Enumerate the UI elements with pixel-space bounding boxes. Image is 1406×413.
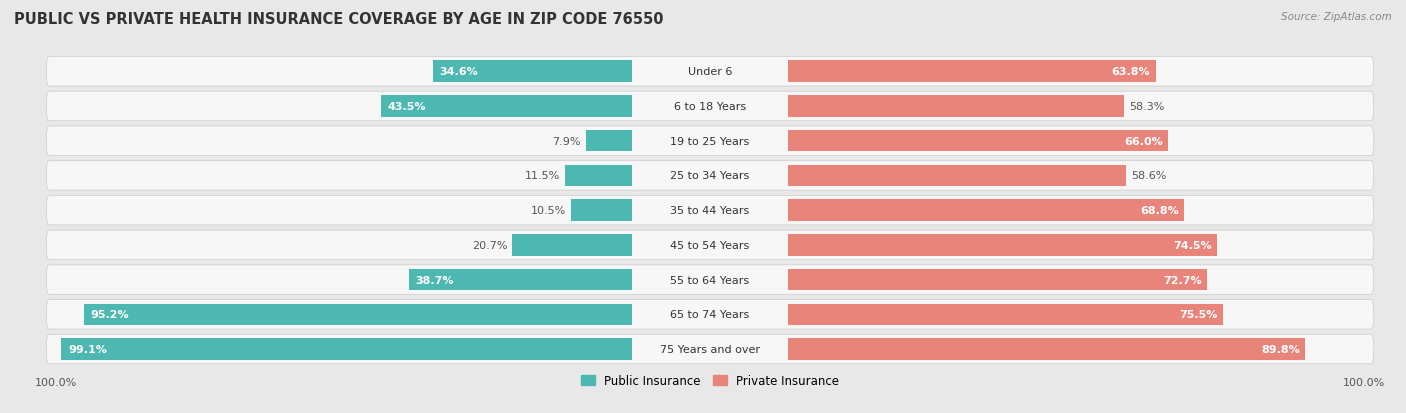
Text: 66.0%: 66.0% xyxy=(1125,136,1163,146)
Bar xyxy=(789,62,1156,83)
Bar xyxy=(586,131,631,152)
Text: 20.7%: 20.7% xyxy=(472,240,508,250)
Text: 6 to 18 Years: 6 to 18 Years xyxy=(673,102,747,112)
Text: 58.3%: 58.3% xyxy=(1129,102,1164,112)
Bar xyxy=(409,269,631,291)
Bar xyxy=(565,165,631,187)
Bar xyxy=(789,165,1126,187)
Bar xyxy=(84,304,631,325)
Bar xyxy=(789,96,1123,117)
Bar xyxy=(62,338,631,360)
Text: 11.5%: 11.5% xyxy=(524,171,560,181)
Text: 89.8%: 89.8% xyxy=(1261,344,1301,354)
FancyBboxPatch shape xyxy=(46,57,1374,87)
Text: 63.8%: 63.8% xyxy=(1112,67,1150,77)
Bar xyxy=(571,200,631,221)
Text: 25 to 34 Years: 25 to 34 Years xyxy=(671,171,749,181)
Bar xyxy=(381,96,631,117)
Legend: Public Insurance, Private Insurance: Public Insurance, Private Insurance xyxy=(576,369,844,392)
Text: 99.1%: 99.1% xyxy=(67,344,107,354)
Text: 75 Years and over: 75 Years and over xyxy=(659,344,761,354)
FancyBboxPatch shape xyxy=(46,196,1374,225)
Text: 38.7%: 38.7% xyxy=(415,275,454,285)
Text: 55 to 64 Years: 55 to 64 Years xyxy=(671,275,749,285)
Text: 65 to 74 Years: 65 to 74 Years xyxy=(671,310,749,320)
Text: 75.5%: 75.5% xyxy=(1180,310,1218,320)
Bar xyxy=(789,338,1305,360)
Bar xyxy=(789,131,1168,152)
FancyBboxPatch shape xyxy=(46,92,1374,121)
Text: 34.6%: 34.6% xyxy=(439,67,478,77)
Text: 72.7%: 72.7% xyxy=(1163,275,1202,285)
Bar xyxy=(789,269,1206,291)
Text: PUBLIC VS PRIVATE HEALTH INSURANCE COVERAGE BY AGE IN ZIP CODE 76550: PUBLIC VS PRIVATE HEALTH INSURANCE COVER… xyxy=(14,12,664,27)
Text: 45 to 54 Years: 45 to 54 Years xyxy=(671,240,749,250)
FancyBboxPatch shape xyxy=(46,265,1374,294)
FancyBboxPatch shape xyxy=(46,335,1374,364)
Bar xyxy=(433,62,631,83)
Text: Source: ZipAtlas.com: Source: ZipAtlas.com xyxy=(1281,12,1392,22)
Bar xyxy=(789,200,1184,221)
FancyBboxPatch shape xyxy=(46,300,1374,329)
Text: 74.5%: 74.5% xyxy=(1173,240,1212,250)
Bar xyxy=(512,235,631,256)
FancyBboxPatch shape xyxy=(46,161,1374,191)
Text: Under 6: Under 6 xyxy=(688,67,733,77)
Text: 95.2%: 95.2% xyxy=(90,310,129,320)
Text: 43.5%: 43.5% xyxy=(388,102,426,112)
Bar xyxy=(789,235,1218,256)
FancyBboxPatch shape xyxy=(46,127,1374,156)
FancyBboxPatch shape xyxy=(46,230,1374,260)
Text: 19 to 25 Years: 19 to 25 Years xyxy=(671,136,749,146)
Text: 7.9%: 7.9% xyxy=(553,136,581,146)
Text: 68.8%: 68.8% xyxy=(1140,206,1180,216)
Text: 35 to 44 Years: 35 to 44 Years xyxy=(671,206,749,216)
Text: 58.6%: 58.6% xyxy=(1130,171,1166,181)
Bar xyxy=(789,304,1223,325)
Text: 10.5%: 10.5% xyxy=(530,206,567,216)
